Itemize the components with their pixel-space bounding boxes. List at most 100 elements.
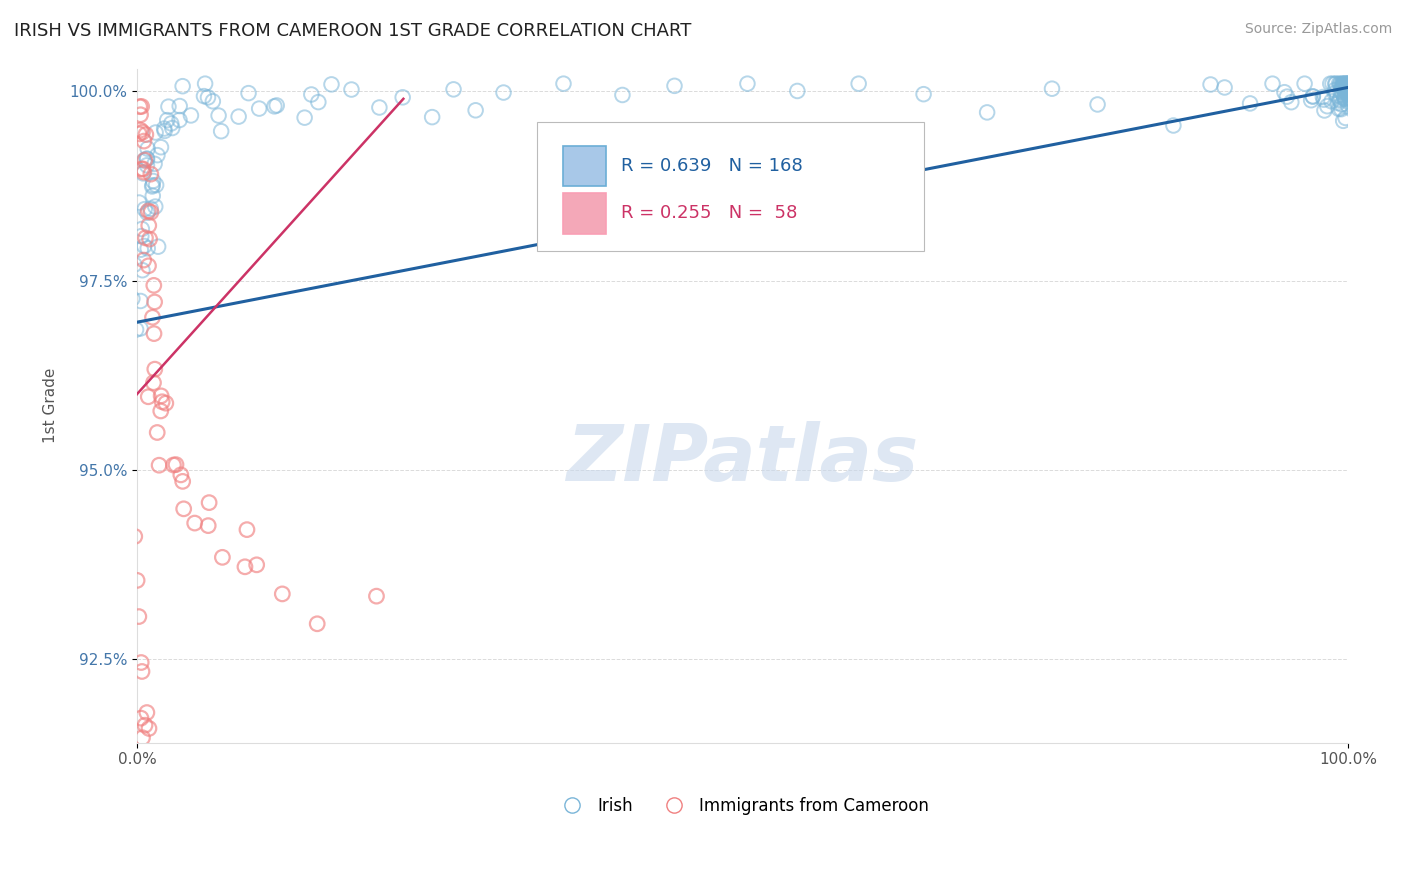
Point xyxy=(912,87,935,102)
Point xyxy=(737,77,759,91)
Point xyxy=(1351,84,1374,98)
Point xyxy=(1334,86,1357,100)
Point xyxy=(1329,85,1351,99)
Point xyxy=(1341,93,1364,107)
Point xyxy=(1334,82,1357,96)
Text: R = 0.255   N =  58: R = 0.255 N = 58 xyxy=(621,204,797,222)
Point xyxy=(131,263,153,277)
Point xyxy=(1337,99,1360,113)
Point xyxy=(247,102,270,116)
Point xyxy=(1340,80,1362,95)
Point xyxy=(198,495,221,509)
Point xyxy=(391,90,413,104)
Point xyxy=(307,616,329,631)
Point xyxy=(266,98,288,112)
Point xyxy=(976,105,998,120)
Point xyxy=(131,665,153,679)
Point xyxy=(1329,78,1351,92)
Point xyxy=(150,389,173,403)
Point xyxy=(148,458,170,473)
Point xyxy=(173,501,195,516)
Point xyxy=(1330,102,1353,116)
Point xyxy=(1341,77,1364,91)
Point xyxy=(165,458,187,472)
Point xyxy=(1313,103,1336,118)
Point xyxy=(1344,91,1367,105)
Point xyxy=(1337,95,1360,109)
Text: Source: ZipAtlas.com: Source: ZipAtlas.com xyxy=(1244,22,1392,37)
Point xyxy=(263,99,285,113)
Point xyxy=(197,90,219,104)
Point xyxy=(135,706,157,720)
Point xyxy=(136,158,159,172)
Point xyxy=(1040,81,1063,95)
Point xyxy=(1329,92,1351,106)
Point xyxy=(132,134,155,148)
Point xyxy=(135,128,157,142)
Point xyxy=(128,609,150,624)
Point xyxy=(848,77,870,91)
Point xyxy=(127,574,149,588)
Point xyxy=(128,195,150,210)
Point xyxy=(1313,93,1336,107)
Point xyxy=(131,99,153,113)
Point xyxy=(142,278,165,293)
Point xyxy=(1339,80,1361,95)
Point xyxy=(134,239,156,253)
Point xyxy=(138,232,160,246)
Text: ZIPatlas: ZIPatlas xyxy=(567,421,918,498)
Point xyxy=(1302,89,1324,103)
Point xyxy=(1330,97,1353,112)
Point xyxy=(1294,77,1316,91)
Point xyxy=(131,222,153,236)
Point xyxy=(492,86,515,100)
Point xyxy=(1333,77,1355,91)
Point xyxy=(136,204,159,219)
Point xyxy=(193,89,215,103)
Point xyxy=(1337,86,1360,100)
Point xyxy=(131,161,153,176)
Point xyxy=(1331,77,1354,91)
Point xyxy=(271,587,294,601)
Point xyxy=(1333,77,1355,91)
Point xyxy=(128,127,150,141)
Point xyxy=(131,229,153,244)
Point xyxy=(1337,77,1360,91)
Point xyxy=(136,241,159,255)
Point xyxy=(1331,87,1354,101)
Point xyxy=(141,310,163,325)
Point xyxy=(340,82,363,96)
Point xyxy=(132,253,155,268)
Point xyxy=(143,157,166,171)
Point xyxy=(139,205,162,219)
Point xyxy=(238,86,260,100)
Legend: Irish, Immigrants from Cameroon: Irish, Immigrants from Cameroon xyxy=(548,790,936,822)
Point xyxy=(129,108,152,122)
Point xyxy=(207,109,229,123)
Point xyxy=(366,589,388,603)
Point xyxy=(1341,77,1364,91)
Point xyxy=(125,323,148,337)
Point xyxy=(1319,77,1341,91)
Point xyxy=(1199,78,1222,92)
Point xyxy=(146,148,169,162)
Point xyxy=(1323,87,1346,101)
Point xyxy=(129,656,152,670)
Point xyxy=(124,529,146,543)
Point xyxy=(1337,83,1360,97)
Point xyxy=(139,202,162,216)
Point xyxy=(136,142,159,156)
Point xyxy=(129,293,152,308)
Point xyxy=(145,178,167,192)
Point xyxy=(157,100,180,114)
Point xyxy=(786,84,808,98)
Point xyxy=(307,95,329,109)
Point xyxy=(1322,77,1344,91)
Point xyxy=(1336,77,1358,91)
Point xyxy=(1087,97,1109,112)
Point xyxy=(129,711,152,725)
Point xyxy=(180,108,202,122)
Point xyxy=(145,126,167,140)
Point xyxy=(162,121,184,136)
Point xyxy=(134,153,156,167)
